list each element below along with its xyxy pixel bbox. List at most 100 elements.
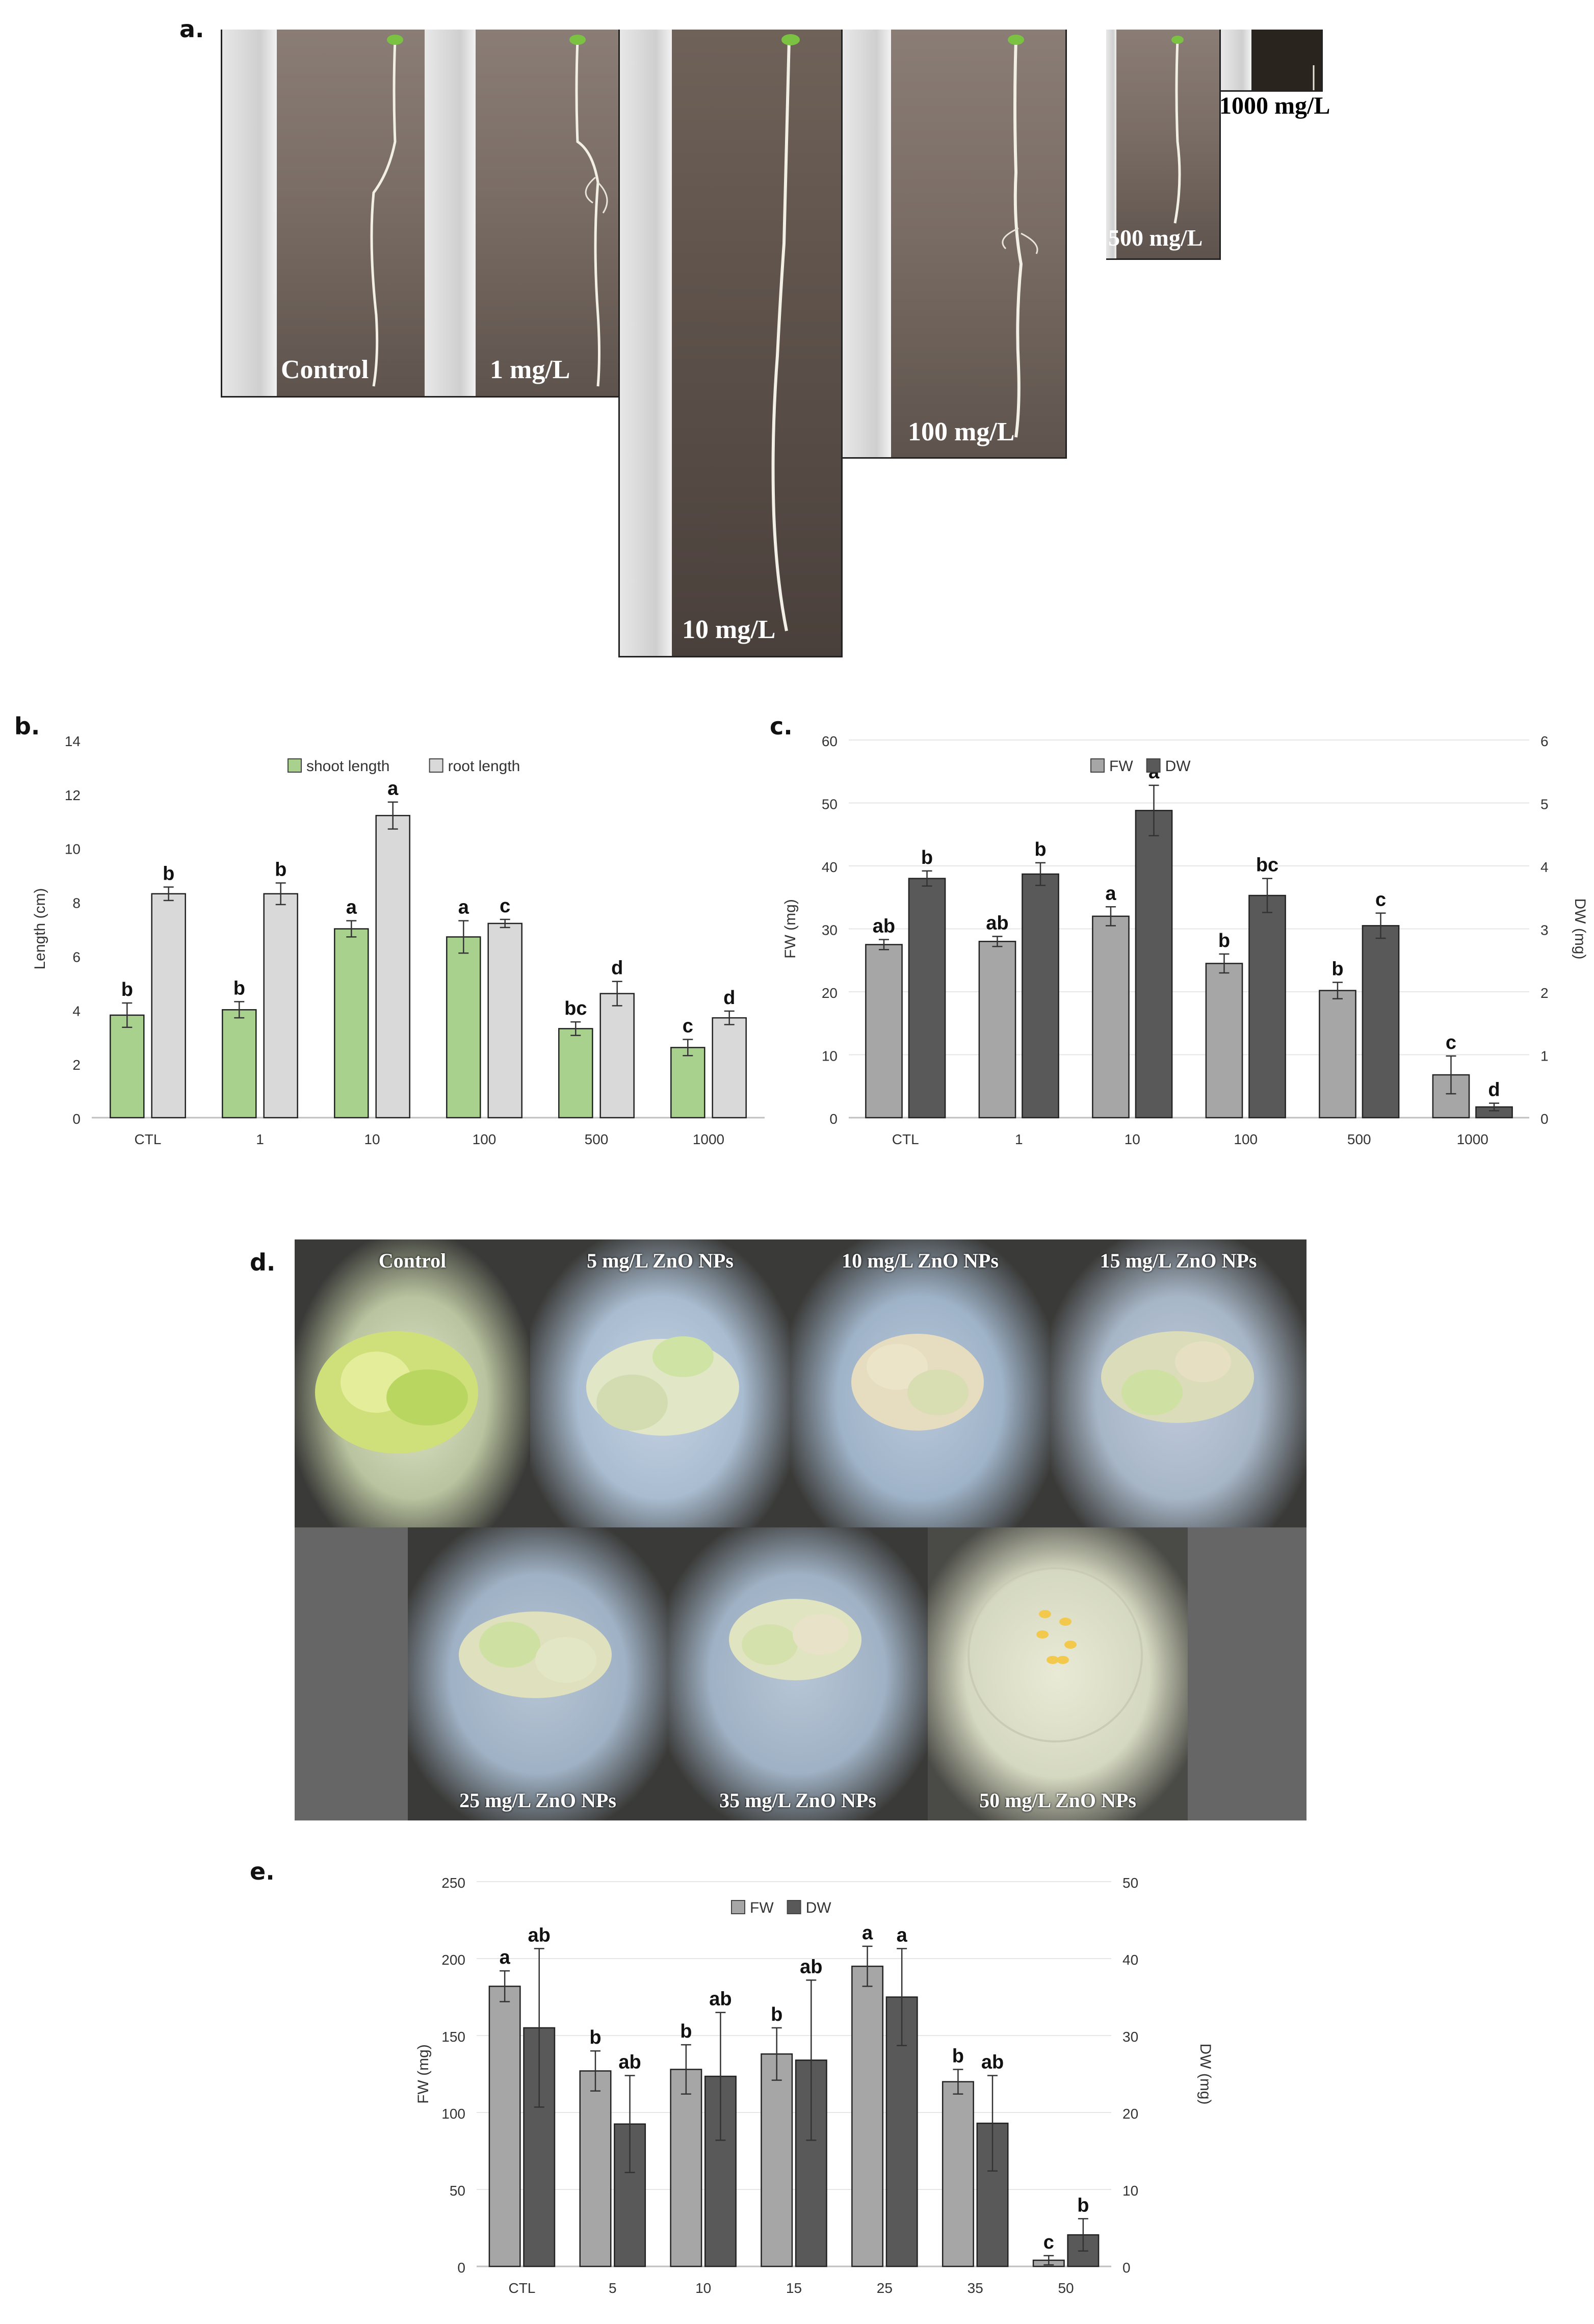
bar (1319, 990, 1356, 1119)
x-tick-label: CTL (892, 1131, 919, 1147)
panel-c-letter: c. (770, 712, 793, 740)
panel-a-letter: a. (179, 15, 204, 43)
significance-letter: c (1043, 2232, 1054, 2253)
callus-photo-10mgl: 10 mg/L ZnO NPs (790, 1239, 1050, 1527)
significance-letter: b (121, 979, 133, 1000)
significance-letter: a (897, 1924, 908, 1946)
legend-label: shoot length (306, 758, 389, 775)
seedling-photo-100mgl: 100 mg/L (843, 30, 1067, 459)
chart-length: 0 2 4 6 8 10 12 14 Length (cm) b b a a bc c b b a c d d CTL 1 1… (32, 733, 765, 1147)
callus-photo-panel: Control 5 mg/L ZnO NPs 10 mg/L ZnO NPs 1… (295, 1239, 1306, 1820)
bar (670, 2069, 702, 2267)
y2-tick-label: 2 (1540, 985, 1549, 1001)
significance-letter: d (723, 987, 735, 1009)
bar (670, 1047, 705, 1119)
bar (487, 922, 522, 1119)
significance-letter: ab (981, 2052, 1004, 2073)
significance-letter: b (771, 2004, 782, 2025)
significance-letter: ab (800, 1956, 822, 1977)
legend-swatch (429, 758, 443, 773)
significance-letter: b (1034, 839, 1046, 860)
y-axis-label: FW (mg) (782, 899, 799, 959)
x-tick-label: 500 (585, 1131, 609, 1147)
photo-label: 10 mg/L ZnO NPs (842, 1249, 999, 1272)
x-tick-label: 35 (968, 2280, 983, 2296)
y2-axis-label: DW (mg) (1197, 2044, 1214, 2105)
significance-letter: b (163, 863, 174, 884)
photo-label: 35 mg/L ZnO NPs (719, 1789, 876, 1812)
y-tick-label: 10 (65, 841, 81, 857)
callus-photo-25mgl: 25 mg/L ZnO NPs (408, 1527, 668, 1820)
significance-letter: b (233, 978, 245, 999)
photo-label: 1 mg/L (490, 355, 570, 384)
bar (1248, 894, 1286, 1119)
y-axis-label: Length (cm) (32, 888, 48, 969)
legend-swatch (1146, 758, 1161, 773)
callus-photo-control: Control (295, 1239, 530, 1527)
photo-label: 15 mg/L ZnO NPs (1100, 1249, 1257, 1272)
y-tick-label: 4 (72, 1003, 81, 1019)
significance-letter: a (1105, 883, 1116, 904)
bar (579, 2070, 612, 2267)
significance-letter: b (589, 2027, 601, 2048)
panel-e-letter: e. (250, 1858, 275, 1885)
panel-b-letter: b. (14, 712, 40, 740)
seedling-photo-1mgl: 1 mg/L (425, 30, 618, 397)
x-tick-label: 100 (1234, 1131, 1258, 1147)
y-tick-label: 40 (822, 859, 838, 875)
y2-tick-label: 0 (1540, 1111, 1549, 1127)
photo-label: 100 mg/L (908, 417, 1015, 446)
y-tick-label: 0 (829, 1111, 838, 1127)
x-tick-label: 10 (364, 1131, 380, 1147)
significance-letter: d (611, 958, 623, 979)
y2-tick-label: 6 (1540, 733, 1549, 749)
photo-label: 5 mg/L ZnO NPs (587, 1249, 734, 1272)
significance-letter: ab (709, 1989, 731, 2010)
photo-label: 10 mg/L (682, 615, 776, 644)
y-tick-label: 150 (441, 2029, 465, 2045)
y2-tick-label: 10 (1122, 2183, 1138, 2199)
x-tick-label: 10 (1125, 1131, 1140, 1147)
x-tick-label: 1 (1015, 1131, 1023, 1147)
y-tick-label: 2 (72, 1057, 81, 1073)
significance-letter: ab (528, 1924, 551, 1946)
photo-label: Control (281, 355, 369, 384)
x-tick-label: 50 (1058, 2280, 1074, 2296)
x-tick-label: 10 (695, 2280, 711, 2296)
bar (1205, 963, 1243, 1119)
y-tick-label: 200 (441, 1952, 465, 1968)
legend-label: FW (750, 1899, 774, 1916)
y-tick-label: 100 (441, 2106, 465, 2122)
legend-label: DW (1165, 758, 1191, 775)
y-tick-label: 0 (72, 1111, 81, 1127)
chart-weight-callus: 0 50 100 150 200 250 0 10 20 30 40 50 FW (mg) DW (mg)… (415, 1875, 1214, 2296)
y2-axis-label: DW (mg) (1572, 899, 1588, 960)
y2-tick-label: 30 (1122, 2029, 1138, 2045)
x-tick-label: 1000 (1457, 1131, 1488, 1147)
bar (222, 1009, 257, 1119)
callus-photo-5mgl: 5 mg/L ZnO NPs (530, 1239, 790, 1527)
y2-tick-label: 20 (1122, 2106, 1138, 2122)
panel-d-letter: d. (250, 1249, 276, 1276)
bar (1022, 873, 1059, 1119)
legend-label: FW (1109, 758, 1133, 775)
significance-letter: d (1488, 1079, 1500, 1101)
seedling-photo-10mgl: 10 mg/L (618, 30, 843, 657)
y-tick-label: 30 (822, 922, 838, 938)
photo-label: 50 mg/L ZnO NPs (979, 1789, 1136, 1812)
significance-letter: ab (986, 912, 1008, 934)
significance-letter: b (952, 2045, 964, 2067)
callus-photo-35mgl: 35 mg/L ZnO NPs (668, 1527, 928, 1820)
significance-letter: c (1446, 1032, 1456, 1053)
photo-label: 500 mg/L (1108, 225, 1203, 251)
y2-tick-label: 4 (1540, 859, 1549, 875)
bar (1362, 925, 1400, 1119)
significance-letter: a (387, 778, 399, 800)
bar (865, 944, 903, 1119)
seedling-photo-control: Control (221, 30, 425, 397)
bar (761, 2053, 793, 2267)
y-tick-label: 20 (822, 985, 838, 1001)
bar (446, 936, 481, 1119)
x-tick-label: CTL (135, 1131, 162, 1147)
x-tick-label: 100 (473, 1131, 497, 1147)
